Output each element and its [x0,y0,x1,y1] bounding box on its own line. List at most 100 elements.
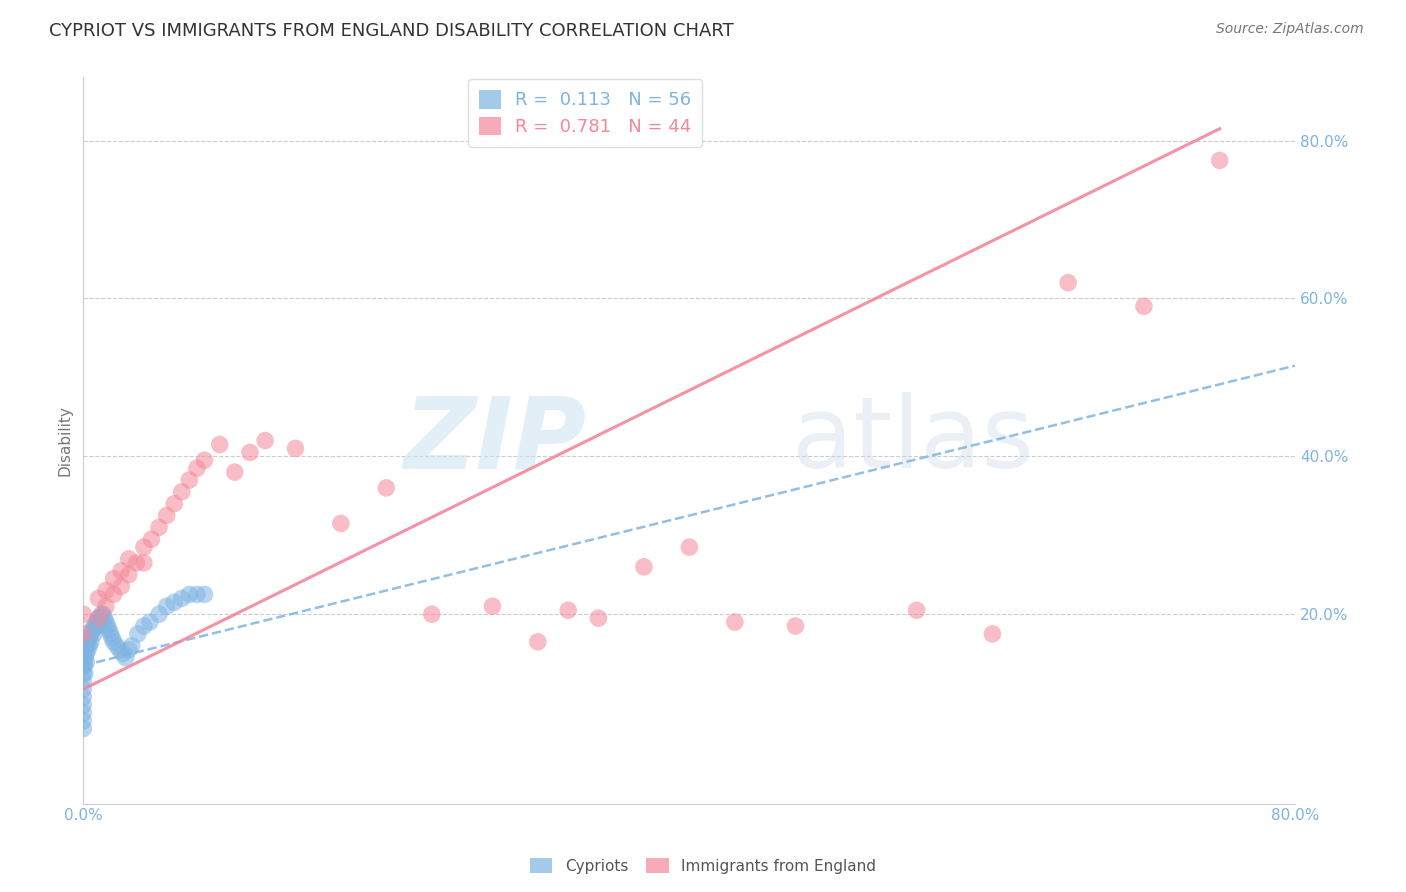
Text: CYPRIOT VS IMMIGRANTS FROM ENGLAND DISABILITY CORRELATION CHART: CYPRIOT VS IMMIGRANTS FROM ENGLAND DISAB… [49,22,734,40]
Point [186,587,208,601]
Point [72,650,94,665]
Point [132,540,155,554]
Point [254,434,277,448]
Point [72,706,94,720]
Point [84,619,107,633]
Point [179,587,201,601]
Point [79,639,101,653]
Point [72,607,94,622]
Point [72,658,94,673]
Legend: R =  0.113   N = 56, R =  0.781   N = 44: R = 0.113 N = 56, R = 0.781 N = 44 [468,79,702,147]
Point [239,445,262,459]
Point [86,615,108,629]
Point [72,698,94,712]
Point [72,690,94,704]
Point [678,540,700,554]
Point [420,607,443,622]
Point [139,615,162,629]
Point [148,520,170,534]
Point [72,714,94,728]
Point [1057,276,1080,290]
Point [103,635,125,649]
Point [284,442,307,456]
Point [91,607,114,622]
Point [156,508,179,523]
Point [724,615,747,629]
Point [72,682,94,697]
Point [101,631,124,645]
Point [905,603,928,617]
Legend: Cypriots, Immigrants from England: Cypriots, Immigrants from England [523,852,883,880]
Point [87,619,110,633]
Point [170,484,193,499]
Point [981,627,1004,641]
Point [98,623,121,637]
Point [132,619,155,633]
Point [103,587,125,601]
Point [170,591,193,606]
Point [72,666,94,681]
Point [75,647,97,661]
Point [141,532,163,546]
Point [163,497,186,511]
Point [93,611,115,625]
Point [82,623,104,637]
Point [118,552,141,566]
Point [1133,299,1156,313]
Point [73,650,96,665]
Point [110,580,132,594]
Point [87,611,110,625]
Point [118,567,141,582]
Point [73,658,96,673]
Point [557,603,579,617]
Point [156,599,179,614]
Point [73,666,96,681]
Point [94,599,117,614]
Point [111,647,134,661]
Point [79,631,101,645]
Point [96,619,118,633]
Point [100,627,122,641]
Point [148,607,170,622]
Point [87,611,110,625]
Point [785,619,807,633]
Point [83,627,105,641]
Point [90,607,112,622]
Point [76,642,98,657]
Point [75,639,97,653]
Point [127,627,149,641]
Point [224,465,246,479]
Point [163,595,186,609]
Point [103,572,125,586]
Text: atlas: atlas [793,392,1033,489]
Point [125,556,148,570]
Point [1208,153,1230,168]
Point [76,635,98,649]
Point [75,655,97,669]
Text: Source: ZipAtlas.com: Source: ZipAtlas.com [1216,22,1364,37]
Point [633,559,655,574]
Point [80,627,103,641]
Point [193,453,215,467]
Point [87,591,110,606]
Point [72,627,94,641]
Point [527,635,550,649]
Y-axis label: Disability: Disability [58,405,72,476]
Point [114,650,136,665]
Point [94,583,117,598]
Point [72,722,94,736]
Point [329,516,352,531]
Point [72,674,94,689]
Point [588,611,610,625]
Point [132,556,155,570]
Point [110,564,132,578]
Point [193,587,215,601]
Point [179,473,201,487]
Point [105,639,128,653]
Point [80,635,103,649]
Text: ZIP: ZIP [404,392,586,489]
Point [186,461,208,475]
Point [481,599,503,614]
Point [118,642,141,657]
Point [121,639,143,653]
